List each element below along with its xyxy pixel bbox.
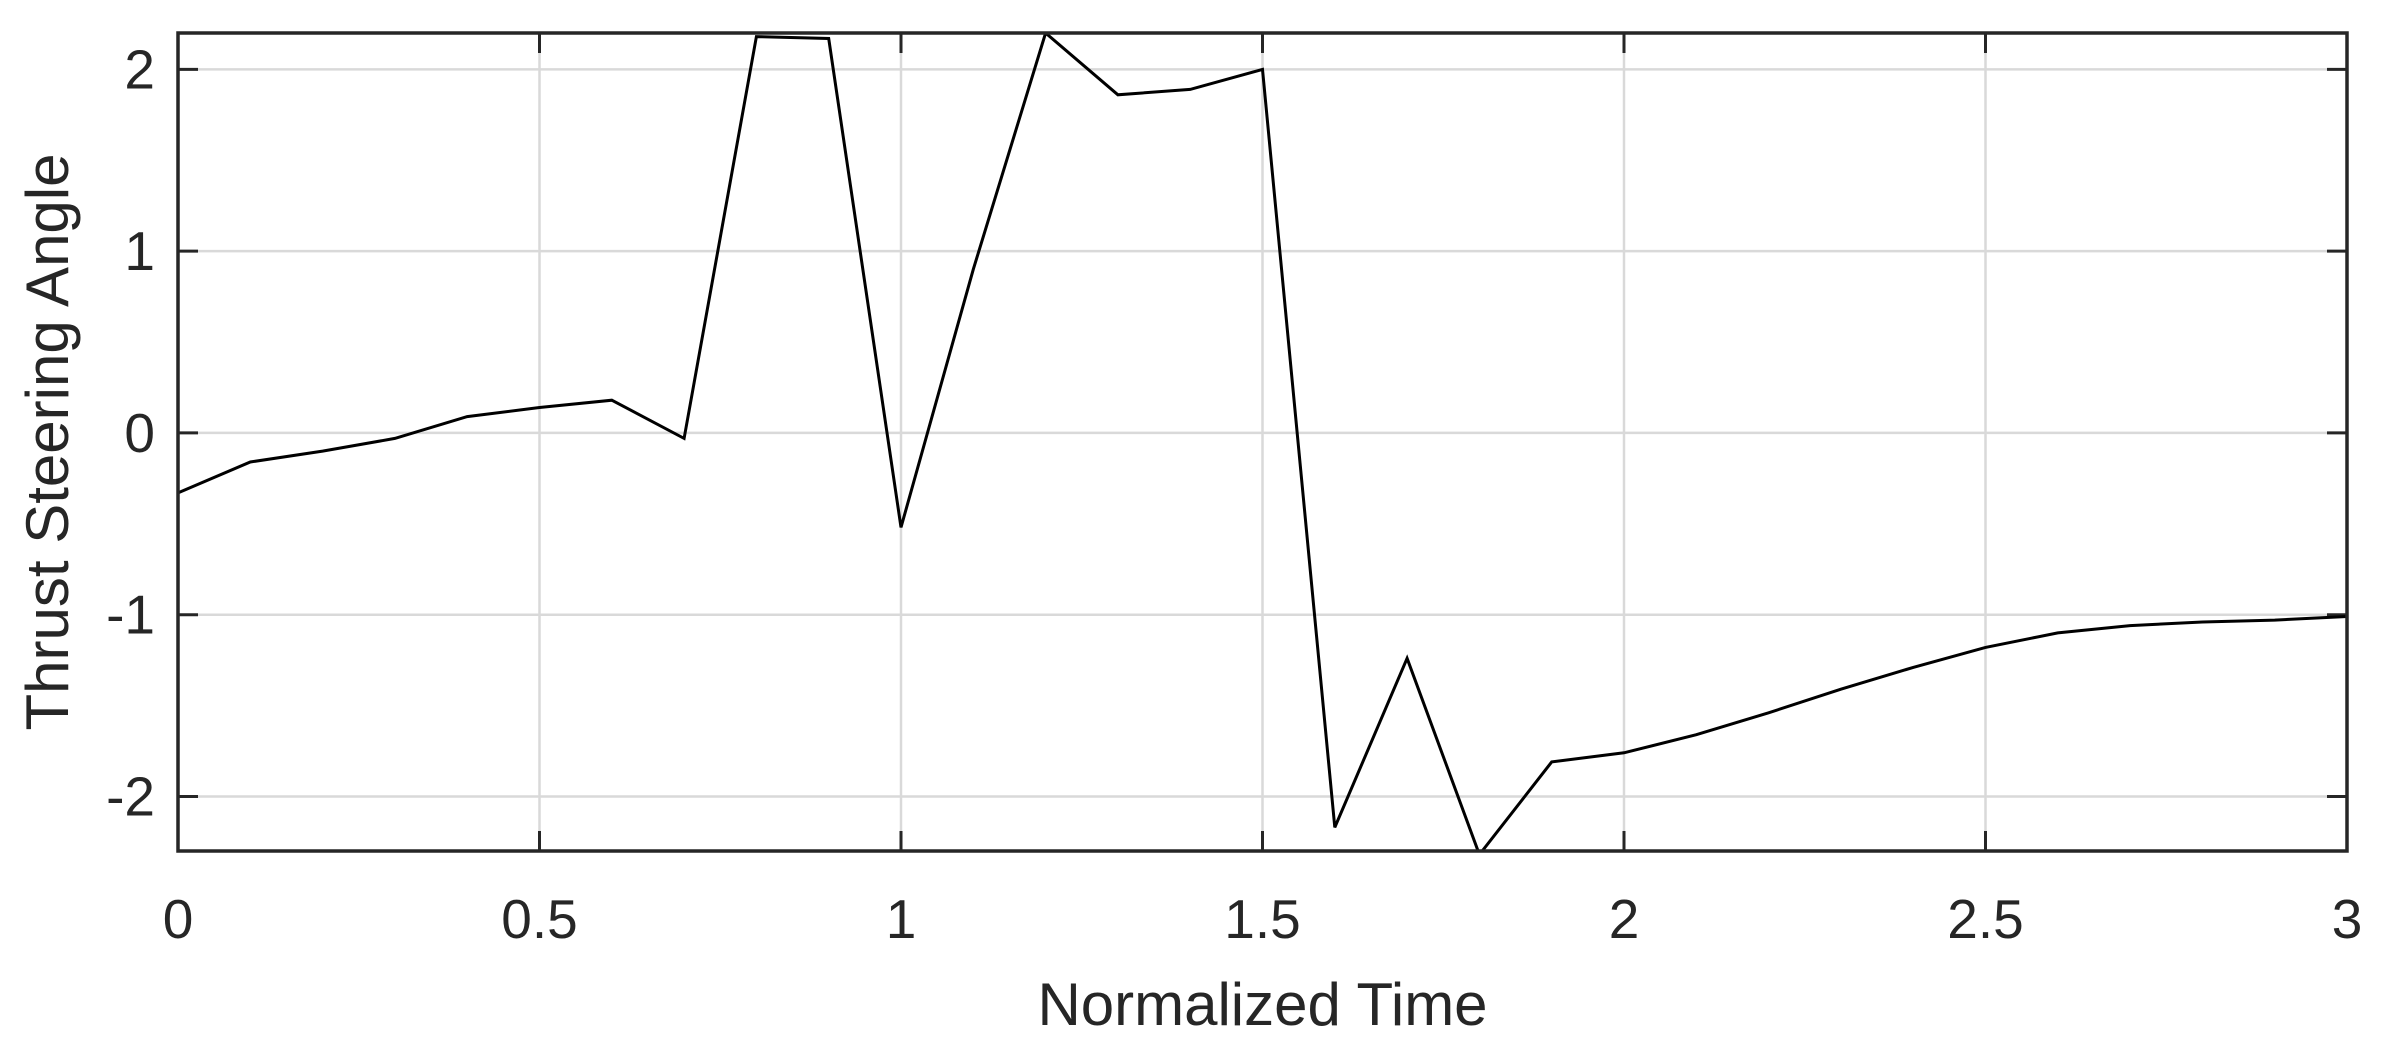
y-axis-label: Thrust Steering Angle	[14, 153, 81, 730]
x-tick-label: 1	[886, 888, 917, 950]
y-tick-label: -1	[106, 584, 155, 646]
x-tick-label: 2	[1609, 888, 1640, 950]
y-tick-label: 0	[124, 402, 155, 464]
y-tick-labels: -2 -1 0 1 2	[106, 38, 155, 827]
x-tick-label: 0	[163, 888, 194, 950]
y-tick-label: -2	[106, 765, 155, 827]
y-tick-label: 2	[124, 38, 155, 100]
series-line	[178, 33, 2347, 851]
x-tick-label: 1.5	[1224, 888, 1300, 950]
plot-frame	[176, 31, 2349, 853]
x-tick-labels: 0 0.5 1 1.5 2 2.5 3	[163, 888, 2363, 950]
x-tick-label: 0.5	[501, 888, 577, 950]
plot-area	[178, 33, 2347, 851]
x-tick-label: 2.5	[1947, 888, 2023, 950]
grid	[176, 33, 2349, 851]
y-tick-label: 1	[124, 220, 155, 282]
x-axis-label: Normalized Time	[1037, 971, 1487, 1038]
x-tick-label: 3	[2332, 888, 2363, 950]
